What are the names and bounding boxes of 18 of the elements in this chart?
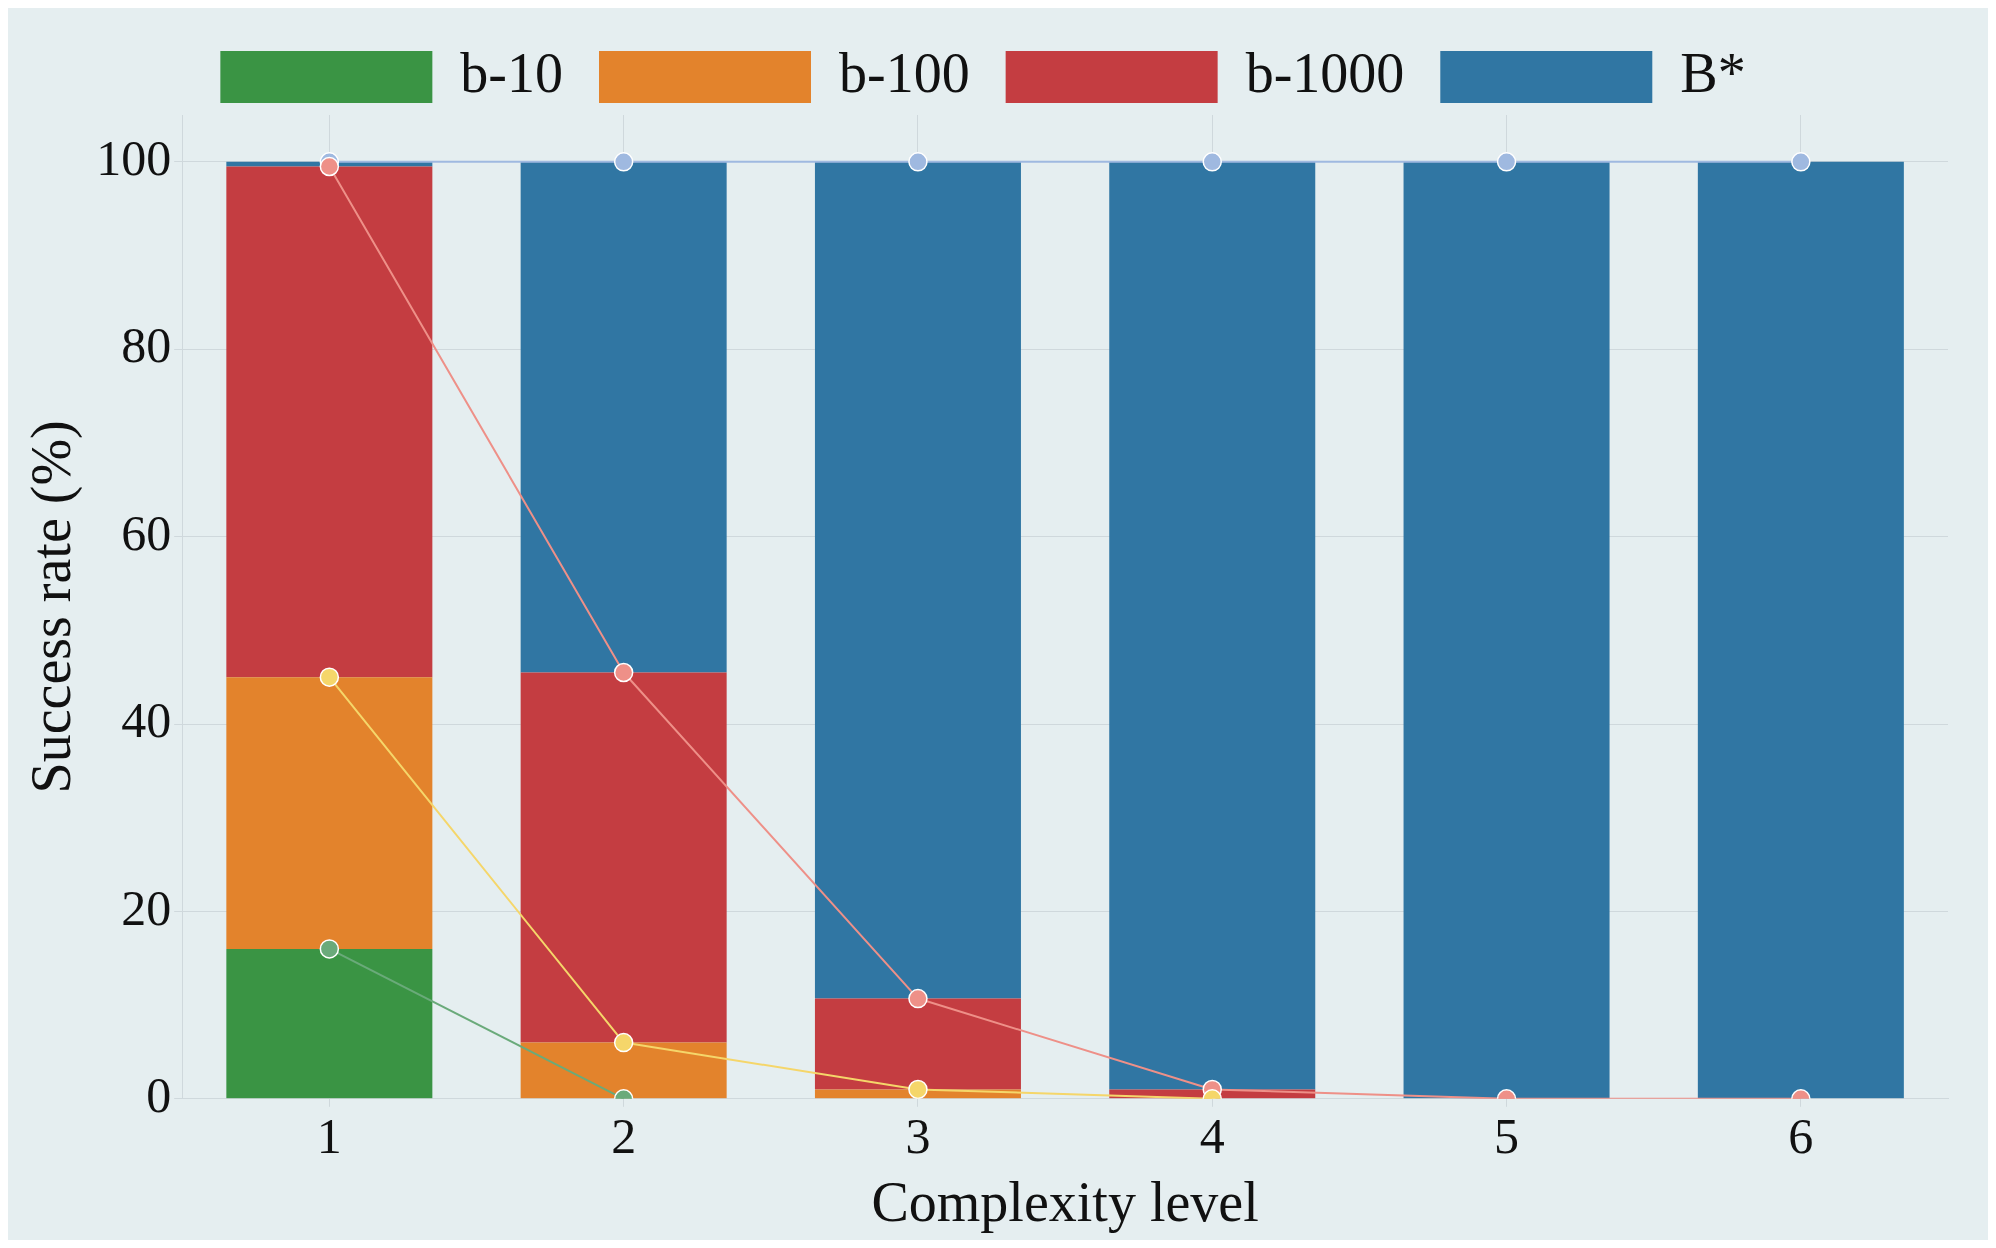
y-tick-label: 20 — [121, 879, 172, 936]
y-tick-label: 60 — [121, 504, 172, 561]
legend-label: b-10 — [460, 41, 564, 104]
legend-label: B* — [1680, 41, 1746, 104]
y-tick-label: 40 — [121, 692, 172, 749]
y-axis-title: Success rate (%) — [20, 420, 84, 794]
y-tick-label: 80 — [121, 317, 172, 374]
legend-label: b-100 — [839, 41, 970, 104]
x-tick-label: 2 — [611, 1107, 637, 1164]
x-tick-label: 1 — [316, 1107, 342, 1164]
legend-label: b-1000 — [1245, 41, 1405, 104]
y-tick-label: 0 — [146, 1066, 172, 1123]
x-tick-label: 5 — [1494, 1107, 1520, 1164]
x-tick-label: 3 — [905, 1107, 931, 1164]
y-tick-label: 100 — [96, 129, 172, 186]
x-tick-label: 6 — [1788, 1107, 1814, 1164]
x-tick-label: 4 — [1199, 1107, 1225, 1164]
x-axis-title: Complexity level — [871, 1171, 1259, 1234]
